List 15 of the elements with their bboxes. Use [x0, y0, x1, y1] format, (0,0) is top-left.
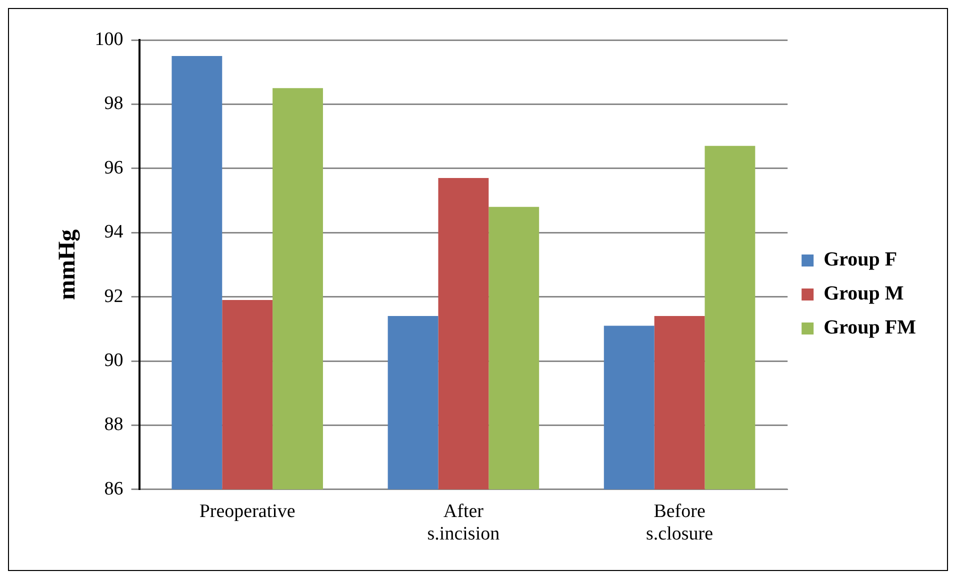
y-tick-label: 94 — [104, 222, 124, 243]
x-tick-label: After s.incision — [427, 500, 500, 545]
y-tick-label: 90 — [104, 350, 124, 371]
legend-label: Group FM — [824, 316, 916, 339]
legend-label: Group M — [824, 282, 904, 305]
y-tick-label: 100 — [94, 28, 124, 50]
y-tick-label: 98 — [104, 93, 124, 114]
y-tick-label: 96 — [104, 157, 124, 178]
y-tick-label: 88 — [104, 414, 124, 436]
y-tick-label: 92 — [104, 286, 124, 307]
y-axis-title: mmHg — [54, 229, 81, 300]
legend-label: Group F — [824, 248, 898, 271]
x-tick-label: Before s.closure — [646, 500, 714, 545]
x-tick-label: Preoperative — [199, 500, 296, 522]
y-tick-label: 86 — [104, 478, 124, 500]
